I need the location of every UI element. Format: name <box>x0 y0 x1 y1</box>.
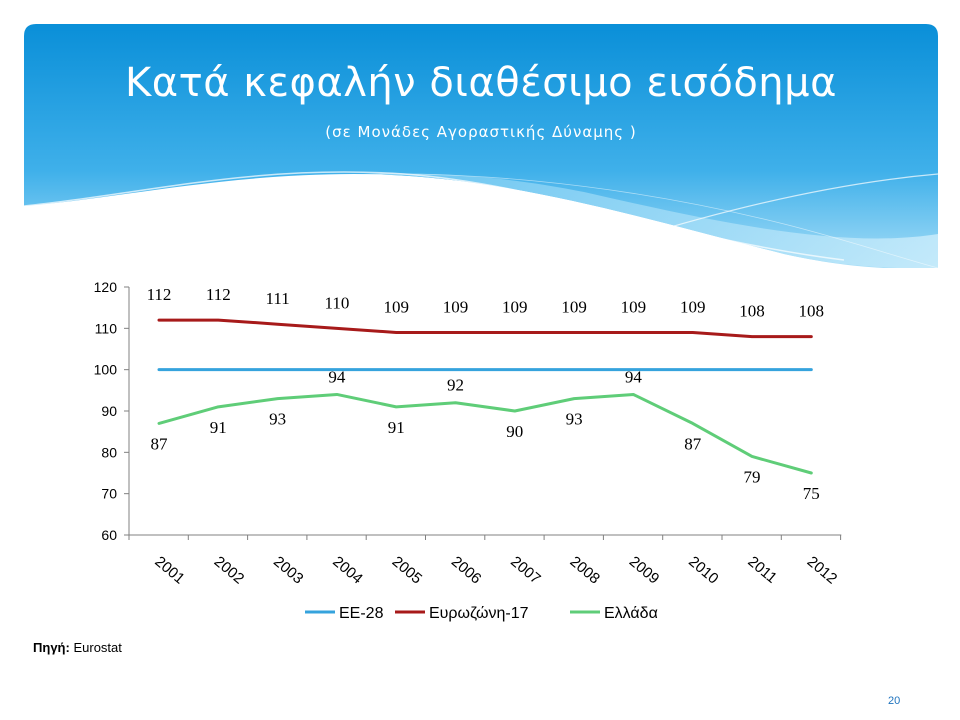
data-label: 109 <box>621 297 647 316</box>
data-label: 109 <box>383 297 409 316</box>
data-label: 92 <box>447 376 464 395</box>
data-label: 90 <box>506 422 523 441</box>
slide-title: Κατά κεφαλήν διαθέσιμο εισόδημα <box>125 60 837 106</box>
x-tick-label: 2012 <box>804 553 840 587</box>
data-label: 93 <box>566 410 583 429</box>
x-tick-label: 2001 <box>151 553 187 587</box>
x-tick-label: 2008 <box>567 553 603 587</box>
chart-axes: 60 70 80 90 100 110 120 2001 2002 2003 2004 2005 200… <box>94 279 842 588</box>
x-tick-label: 2005 <box>389 553 425 587</box>
x-tick-label: 2003 <box>270 553 306 587</box>
data-label: 109 <box>502 297 528 316</box>
data-label: 94 <box>625 367 643 386</box>
data-label: 112 <box>147 285 172 304</box>
x-tick-label: 2009 <box>626 553 662 587</box>
y-tick-label: 60 <box>101 527 117 543</box>
page-number: 20 <box>888 695 901 707</box>
data-label: 108 <box>739 302 765 321</box>
x-tick-label: 2004 <box>329 553 365 587</box>
y-tick-label: 70 <box>101 486 117 502</box>
data-label: 94 <box>328 367 346 386</box>
data-label: 87 <box>151 434 169 453</box>
data-label: 109 <box>680 297 706 316</box>
series-line-3 <box>157 392 813 475</box>
series-line-2 <box>157 318 813 339</box>
data-label: 91 <box>210 418 227 437</box>
data-label: 75 <box>803 484 820 503</box>
source-value: Eurostat <box>73 640 122 655</box>
chart-series <box>157 318 813 475</box>
chart-data-labels: 112 112 111 110 109 109 109 109 109 109 108 108 87 91… <box>147 285 824 503</box>
data-label: 109 <box>443 297 469 316</box>
y-tick-label: 110 <box>95 320 118 336</box>
x-tick-label: 2011 <box>744 553 780 587</box>
x-tick-label: 2007 <box>507 553 543 587</box>
x-tick-label: 2006 <box>448 553 484 587</box>
data-label: 112 <box>206 285 231 304</box>
data-label: 87 <box>684 434 702 453</box>
source-note: Πηγή: Eurostat <box>33 640 122 655</box>
legend-label-3: Ελλάδα <box>604 605 658 622</box>
data-label: 91 <box>388 418 405 437</box>
data-label: 110 <box>324 293 349 312</box>
x-tick-label: 2010 <box>685 553 721 587</box>
y-tick-label: 100 <box>94 362 118 378</box>
legend-label-1: ΕΕ-28 <box>339 605 384 622</box>
data-label: 93 <box>269 410 286 429</box>
chart-legend: ΕΕ-28 Ευρωζώνη-17 Ελλάδα <box>305 605 658 622</box>
data-label: 109 <box>561 297 587 316</box>
data-label: 111 <box>265 289 289 308</box>
x-tick-label: 2002 <box>211 553 247 587</box>
y-tick-label: 120 <box>94 279 118 295</box>
source-label: Πηγή: <box>33 640 70 655</box>
y-tick-label: 90 <box>101 403 117 419</box>
y-tick-label: 80 <box>101 444 117 460</box>
data-label: 79 <box>744 467 761 486</box>
slide-subtitle: (σε Μονάδες Αγοραστικής Δύναμης ) <box>325 123 637 141</box>
header-banner <box>24 24 938 268</box>
data-label: 108 <box>799 302 825 321</box>
legend-label-2: Ευρωζώνη-17 <box>429 605 529 622</box>
